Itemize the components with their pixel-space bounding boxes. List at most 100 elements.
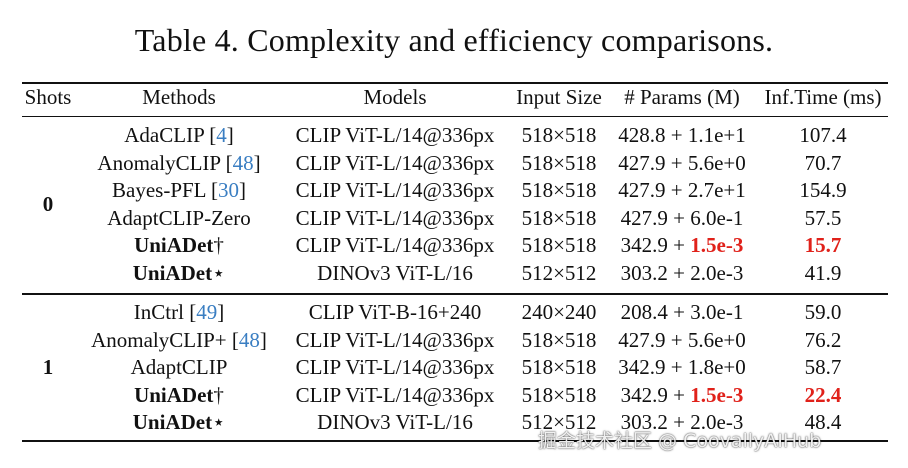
method-name: InCtrl (133, 300, 184, 324)
inf-time-value: 58.7 (804, 355, 842, 379)
citation-link[interactable]: 48 (238, 327, 260, 352)
model-cell: CLIP ViT-L/14@336px (295, 382, 495, 407)
method-mark: † (213, 233, 224, 257)
input-size-cell: 512×512 (521, 260, 597, 285)
header-input-size: Input Size (516, 85, 602, 109)
inf-time-value: 57.5 (804, 205, 842, 230)
inf-time-cell: 48.4 (756, 409, 890, 435)
citation-link[interactable]: 48 (232, 150, 254, 175)
params-extra: 2.7e+1 (687, 178, 746, 202)
model-cell: CLIP ViT-L/14@336px (295, 355, 495, 379)
method-name: UniADet (134, 382, 214, 407)
params-extra: 6.0e-1 (690, 205, 744, 230)
inf-time-cell: 58.7 (756, 354, 890, 380)
method-name: AdaptCLIP (130, 355, 228, 379)
method-name: AnomalyCLIP+ (91, 327, 227, 352)
header-rule (22, 116, 888, 117)
inf-time-value: 15.7 (804, 233, 842, 257)
params-base: 427.9 + (618, 327, 688, 352)
method-name: AdaCLIP (124, 123, 204, 147)
input-size-cell: 240×240 (521, 300, 597, 324)
method-name: Bayes-PFL (112, 178, 206, 202)
method-mark: ⋆ (212, 260, 226, 285)
input-size-cell: 518×518 (521, 355, 597, 379)
method-cell: AdaptCLIP (80, 354, 278, 380)
params-extra: 2.0e-3 (690, 410, 744, 434)
method-cell: AdaptCLIP-Zero (80, 205, 278, 231)
input-size-cell: 518×518 (521, 123, 597, 147)
table-caption: Table 4. Complexity and efficiency compa… (134, 22, 774, 58)
header-methods: Methods (142, 85, 216, 109)
method-cell: UniADet† (80, 382, 278, 408)
model-cell: CLIP ViT-L/14@336px (295, 178, 495, 202)
model-cell: CLIP ViT-L/14@336px (295, 233, 495, 257)
method-cell: UniADet⋆ (80, 409, 278, 435)
inf-time-value: 48.4 (804, 410, 842, 434)
inf-time-cell: 76.2 (756, 327, 890, 353)
inf-time-value: 41.9 (804, 260, 842, 285)
params-base: 428.8 + (618, 123, 688, 147)
inf-time-cell: 154.9 (756, 177, 890, 203)
params-base: 342.9 + (618, 355, 688, 379)
input-size-cell: 518×518 (521, 150, 597, 175)
params-cell: 342.9 + 1.8e+0 (612, 354, 752, 380)
params-extra: 1.8e+0 (687, 355, 746, 379)
params-extra: 3.0e-1 (690, 300, 744, 324)
inf-time-value: 107.4 (799, 123, 847, 147)
inf-time-cell: 70.7 (756, 150, 890, 176)
inf-time-value: 154.9 (799, 178, 847, 202)
method-mark: ⋆ (212, 410, 226, 434)
method-name: UniADet (132, 260, 213, 285)
citation-link[interactable]: 4 (216, 123, 227, 147)
method-cell: AnomalyCLIP [48] (97, 150, 261, 175)
method-cell: AnomalyCLIP+ [48] (91, 327, 267, 352)
params-extra: 1.5e-3 (690, 233, 744, 257)
input-size-cell: 518×518 (521, 205, 597, 230)
params-base: 208.4 + (620, 300, 691, 324)
watermark: 掘金技术社区 @ CoovallyAIHub (538, 430, 822, 452)
params-cell: 342.9 + 1.5e-3 (612, 232, 752, 258)
params-base: 427.9 + (618, 150, 688, 175)
input-size-cell: 518×518 (521, 327, 597, 352)
method-cell: UniADet† (80, 232, 278, 258)
method-cell: InCtrl [49] (133, 300, 225, 324)
shots-label: 0 (42, 191, 54, 216)
shots-label: 1 (42, 355, 54, 379)
method-name: AnomalyCLIP (97, 150, 221, 175)
params-cell: 427.9 + 2.7e+1 (612, 177, 752, 203)
inf-time-cell: 59.0 (756, 299, 890, 325)
method-name: UniADet (134, 233, 214, 257)
header-params: # Params (M) (624, 85, 740, 109)
params-cell: 427.9 + 6.0e-1 (612, 205, 752, 231)
header-models: Models (363, 85, 427, 109)
input-size-cell: 518×518 (521, 382, 597, 407)
model-cell: DINOv3 ViT-L/16 (317, 260, 473, 285)
top-rule (22, 82, 888, 84)
params-base: 303.2 + (620, 410, 691, 434)
inf-time-cell: 15.7 (756, 232, 890, 258)
params-cell: 303.2 + 2.0e-3 (612, 409, 752, 435)
model-cell: DINOv3 ViT-L/16 (317, 410, 473, 434)
method-cell: UniADet⋆ (80, 260, 278, 286)
group-divider-rule (22, 293, 888, 295)
method-name: UniADet (132, 410, 213, 434)
params-cell: 342.9 + 1.5e-3 (612, 382, 752, 408)
inf-time-value: 22.4 (804, 382, 842, 407)
input-size-cell: 518×518 (521, 233, 597, 257)
params-base: 342.9 + (620, 233, 691, 257)
params-cell: 428.8 + 1.1e+1 (612, 122, 752, 148)
model-cell: CLIP ViT-L/14@336px (295, 205, 495, 230)
params-extra: 5.6e+0 (687, 150, 746, 175)
method-name: AdaptCLIP-Zero (107, 205, 251, 230)
inf-time-value: 70.7 (804, 150, 842, 175)
params-base: 427.9 + (620, 205, 691, 230)
citation-link[interactable]: 49 (196, 300, 218, 324)
model-cell: CLIP ViT-L/14@336px (295, 150, 495, 175)
citation-link[interactable]: 30 (217, 178, 239, 202)
inf-time-value: 59.0 (804, 300, 842, 324)
params-extra: 5.6e+0 (687, 327, 746, 352)
params-extra: 2.0e-3 (690, 260, 744, 285)
input-size-cell: 518×518 (521, 178, 597, 202)
params-base: 342.9 + (620, 382, 691, 407)
header-shots: Shots (24, 85, 72, 109)
